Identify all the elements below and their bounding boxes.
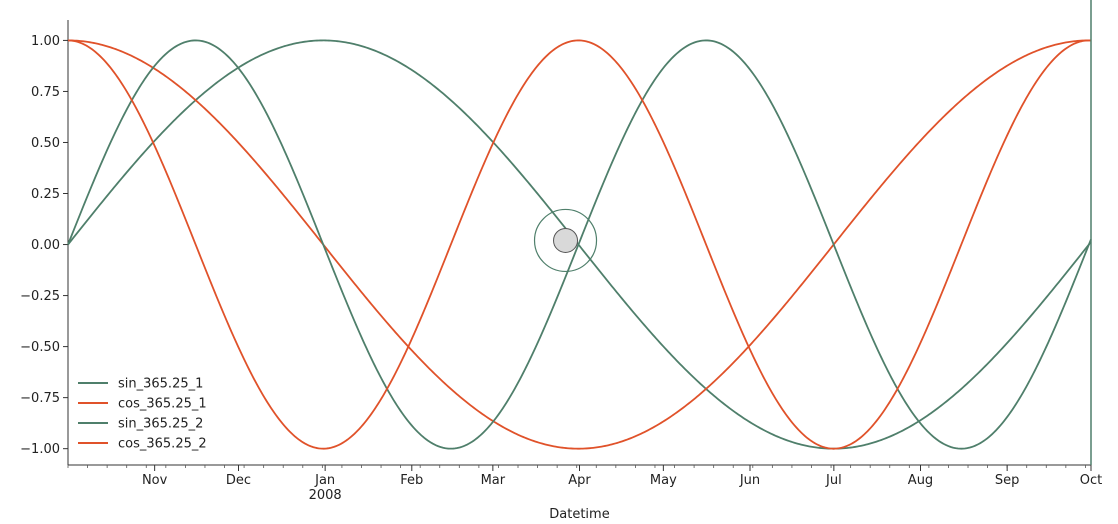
x-tick-label: May: [650, 473, 677, 488]
cursor-dot[interactable]: [553, 227, 579, 253]
x-tick-label: Jul: [825, 473, 842, 488]
y-tick-label: 0.75: [31, 85, 60, 100]
cursor-ring[interactable]: [533, 208, 598, 273]
legend-label: cos_365.25_1: [118, 397, 207, 412]
x-tick-label: Jan: [314, 473, 335, 488]
x-tick-label: Sep: [995, 473, 1020, 488]
x-tick-label: Aug: [908, 473, 933, 488]
series-line-cos-365-25-2: [67, 39, 1092, 450]
x-tick-label: Mar: [481, 473, 506, 488]
y-tick-label: 0.00: [31, 238, 60, 253]
y-tick-label: 0.25: [31, 187, 60, 202]
x-tick-sublabel: 2008: [309, 488, 342, 503]
y-tick-label: 0.50: [31, 136, 60, 151]
series-line-sin-365-25-1: [67, 39, 1092, 450]
axes: 1.00 0.75 0.50 0.25 0.00 −0.25 −0.50 −0.75 −1.00…: [20, 20, 1102, 503]
y-tick-label: 1.00: [31, 34, 60, 49]
x-axis-label: Datetime: [549, 507, 609, 522]
y-tick-label: −0.25: [20, 289, 60, 304]
cursor-layer[interactable]: [533, 0, 1092, 465]
x-tick-label: Jun: [739, 473, 760, 488]
y-tick-label: −1.00: [20, 442, 60, 457]
series-layer: [67, 39, 1092, 450]
legend-label: cos_365.25_2: [118, 437, 207, 452]
series-line-cos-365-25-1: [67, 39, 1092, 450]
y-tick-label: −0.75: [20, 391, 60, 406]
legend-label: sin_365.25_1: [118, 377, 203, 392]
series-line-sin-365-25-2: [67, 39, 1092, 450]
x-tick-label: Oct: [1080, 473, 1102, 488]
y-tick-label: −0.50: [20, 340, 60, 355]
x-tick-label: Dec: [226, 473, 251, 488]
x-tick-label: Feb: [400, 473, 423, 488]
x-tick-label: Apr: [568, 473, 591, 488]
legend-label: sin_365.25_2: [118, 417, 203, 432]
legend: sin_365.25_1 cos_365.25_1 sin_365.25_2 cos_…: [78, 377, 207, 452]
x-tick-label: Nov: [142, 473, 168, 488]
